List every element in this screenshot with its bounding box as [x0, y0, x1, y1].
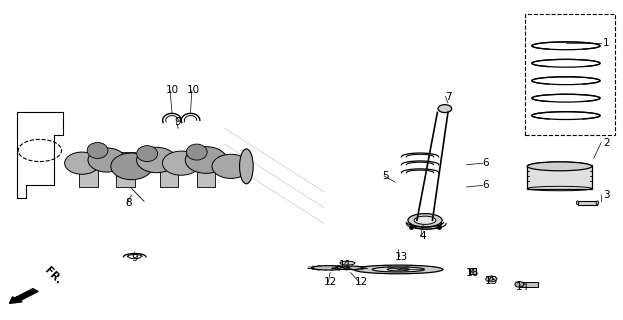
Ellipse shape [163, 151, 200, 175]
Text: 16: 16 [466, 268, 479, 278]
FancyArrow shape [9, 289, 38, 303]
Text: 7: 7 [445, 92, 451, 101]
Ellipse shape [136, 147, 176, 173]
Ellipse shape [387, 268, 409, 271]
Ellipse shape [336, 266, 363, 270]
Text: 12: 12 [354, 277, 368, 287]
Text: 6: 6 [482, 158, 488, 168]
Ellipse shape [438, 105, 452, 113]
Bar [159, 152, 178, 187]
Ellipse shape [212, 154, 250, 178]
Text: 3: 3 [603, 190, 609, 200]
Text: 10: 10 [165, 85, 179, 95]
Text: 13: 13 [395, 252, 408, 262]
Ellipse shape [185, 147, 227, 173]
Ellipse shape [111, 153, 153, 180]
Ellipse shape [373, 267, 424, 272]
Ellipse shape [414, 216, 436, 224]
Bar [197, 152, 216, 187]
Ellipse shape [312, 266, 346, 270]
Text: 9: 9 [175, 117, 181, 127]
Ellipse shape [186, 144, 207, 160]
Text: 4: 4 [420, 231, 427, 241]
Ellipse shape [515, 282, 523, 287]
Text: 8: 8 [125, 198, 132, 208]
Text: 12: 12 [323, 277, 337, 287]
Ellipse shape [489, 278, 494, 280]
Text: 2: 2 [603, 138, 609, 148]
Ellipse shape [527, 162, 592, 171]
Bar [578, 201, 597, 205]
Ellipse shape [576, 201, 579, 205]
Ellipse shape [240, 149, 253, 184]
Bar [520, 282, 538, 287]
Text: 5: 5 [383, 171, 389, 181]
Ellipse shape [408, 214, 442, 227]
Ellipse shape [340, 261, 355, 265]
Text: 9: 9 [131, 253, 138, 263]
Text: 10: 10 [187, 85, 200, 95]
Text: 14: 14 [516, 282, 529, 292]
Bar [116, 152, 135, 187]
Ellipse shape [486, 276, 497, 282]
Bar [527, 165, 592, 188]
Ellipse shape [136, 146, 158, 162]
Ellipse shape [65, 152, 100, 174]
Text: 6: 6 [482, 180, 488, 190]
Ellipse shape [596, 201, 599, 205]
Ellipse shape [87, 142, 108, 158]
Ellipse shape [354, 265, 443, 274]
Bar [79, 152, 98, 187]
Text: 15: 15 [485, 276, 498, 285]
Bar [525, 14, 616, 135]
Ellipse shape [88, 148, 126, 172]
Text: 11: 11 [339, 260, 352, 270]
Bar [470, 268, 476, 274]
Text: 1: 1 [603, 38, 609, 48]
Text: FR.: FR. [43, 266, 64, 286]
